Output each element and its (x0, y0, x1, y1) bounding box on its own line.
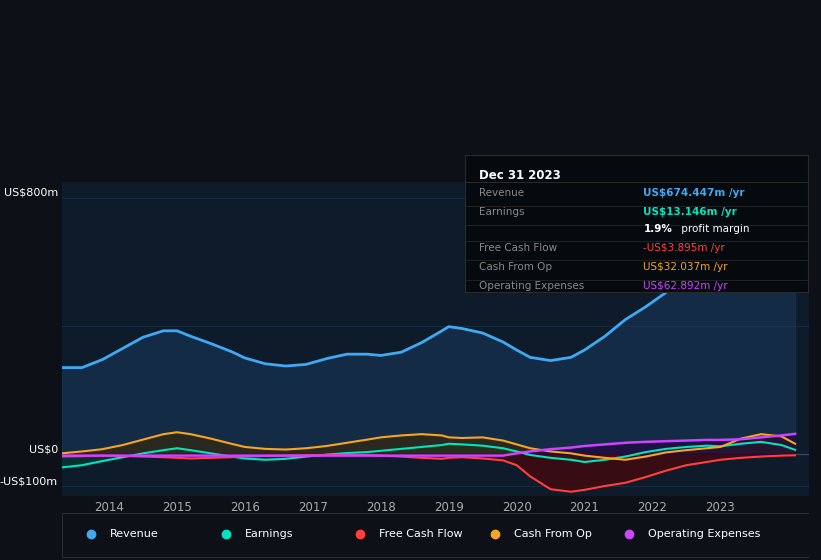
Text: Revenue: Revenue (110, 529, 159, 539)
Text: Free Cash Flow: Free Cash Flow (379, 529, 463, 539)
Text: Earnings: Earnings (245, 529, 293, 539)
Text: Free Cash Flow: Free Cash Flow (479, 242, 557, 253)
Text: US$674.447m /yr: US$674.447m /yr (644, 188, 745, 198)
Text: Operating Expenses: Operating Expenses (648, 529, 760, 539)
Text: -US$3.895m /yr: -US$3.895m /yr (644, 242, 725, 253)
FancyBboxPatch shape (62, 513, 809, 558)
Text: US$800m: US$800m (3, 188, 57, 198)
Text: Operating Expenses: Operating Expenses (479, 281, 584, 291)
Text: Cash From Op: Cash From Op (514, 529, 591, 539)
Text: Earnings: Earnings (479, 207, 525, 217)
Text: US$0: US$0 (29, 444, 57, 454)
Text: US$62.892m /yr: US$62.892m /yr (644, 281, 728, 291)
Text: US$13.146m /yr: US$13.146m /yr (644, 207, 737, 217)
Text: Revenue: Revenue (479, 188, 524, 198)
Text: Dec 31 2023: Dec 31 2023 (479, 169, 561, 181)
Text: Cash From Op: Cash From Op (479, 262, 552, 272)
Text: -US$100m: -US$100m (0, 476, 57, 486)
Text: profit margin: profit margin (677, 223, 749, 234)
Text: 1.9%: 1.9% (644, 223, 672, 234)
Text: US$32.037m /yr: US$32.037m /yr (644, 262, 728, 272)
